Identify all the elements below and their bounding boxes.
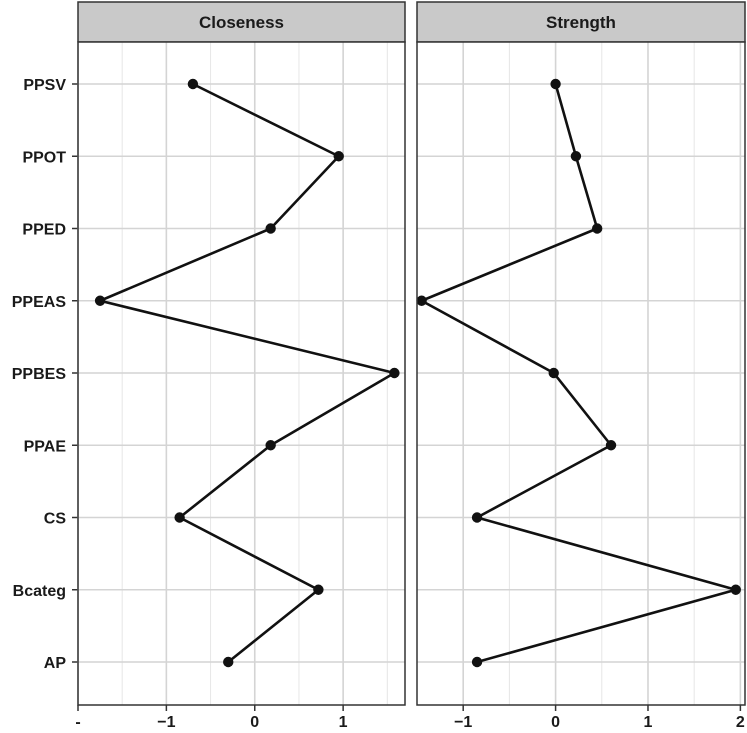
data-point-ap — [471, 656, 483, 668]
data-point-ap — [223, 656, 234, 668]
data-point-bcateg — [730, 584, 741, 595]
y-tick-label-ap: AP — [44, 655, 67, 672]
x-tick-label: 0 — [551, 714, 560, 731]
data-point-bcateg — [313, 584, 324, 595]
strip-header — [77, 1, 406, 43]
panel-border — [416, 41, 746, 706]
strip-header — [416, 1, 746, 43]
data-point-ppot — [333, 151, 344, 162]
panel-strength: Strength −1 0 1 2 — [416, 1, 746, 731]
y-tick-label-ppae: PPAE — [24, 438, 67, 455]
y-tick-label-bcateg: Bcateg — [13, 583, 66, 600]
y-tick-label-ppot: PPOT — [22, 149, 66, 166]
data-point-ppae — [605, 440, 617, 451]
panel-closeness: Closeness - −1 0 1 — [75, 1, 406, 731]
data-point-ppsv — [187, 78, 199, 90]
y-tick-label-ppsv: PPSV — [23, 77, 66, 94]
y-tick-label-pped: PPED — [22, 222, 66, 239]
data-point-ppae — [265, 440, 276, 451]
strip-label: Strength — [546, 13, 616, 32]
x-tick-label: 2 — [736, 714, 745, 731]
y-axis-labels: PPSV PPOT PPED PPEAS PPBES PPAE CS Bcateg AP — [12, 77, 78, 672]
data-point-ppbes — [548, 367, 559, 379]
data-point-pped — [265, 223, 276, 234]
data-point-ppeas — [94, 295, 106, 306]
data-point-cs — [174, 512, 185, 523]
y-tick-label-ppeas: PPEAS — [12, 294, 67, 311]
data-point-pped — [591, 223, 603, 234]
panel-border — [77, 41, 406, 706]
x-tick-label: 1 — [339, 714, 348, 731]
data-point-ppeas — [416, 295, 427, 306]
x-tick-label: −1 — [157, 714, 175, 731]
x-tick-label: - — [75, 714, 80, 731]
data-point-ppsv — [550, 78, 561, 90]
x-tick-label: 0 — [250, 714, 259, 731]
data-point-ppbes — [389, 367, 400, 379]
strip-label: Closeness — [199, 13, 284, 32]
y-tick-label-ppbes: PPBES — [12, 366, 67, 383]
y-tick-label-cs: CS — [44, 511, 67, 528]
x-tick-label: −1 — [454, 714, 472, 731]
data-point-ppot — [570, 151, 582, 162]
data-point-cs — [471, 512, 483, 523]
x-tick-label: 1 — [644, 714, 653, 731]
